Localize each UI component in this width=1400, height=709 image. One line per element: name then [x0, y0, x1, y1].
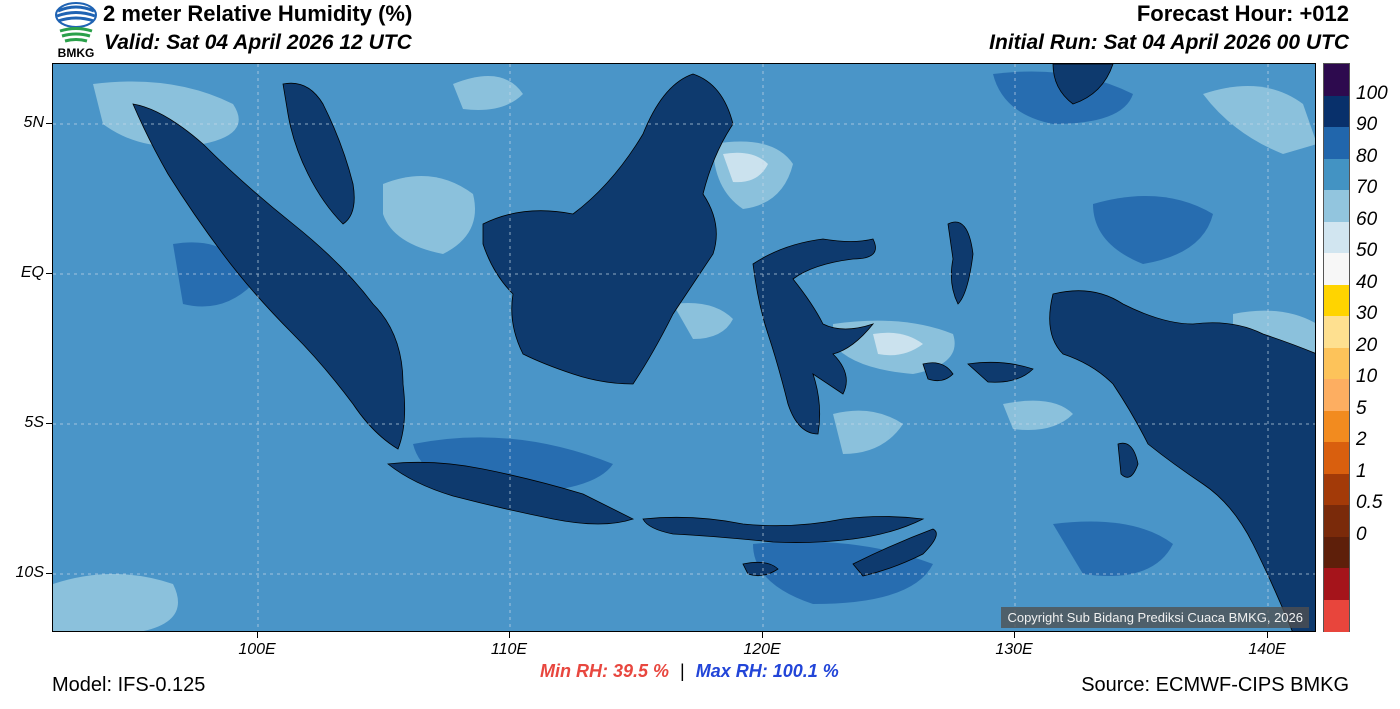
colorbar-label: 70 [1356, 177, 1378, 198]
landmasses [132, 64, 1315, 631]
lon-tick [762, 632, 763, 638]
colorbar-segment [1324, 379, 1349, 411]
colorbar-label: 80 [1356, 145, 1378, 167]
halmahera [947, 221, 974, 305]
colorbar-segment [1324, 536, 1349, 569]
colorbar-segment [1324, 158, 1349, 191]
lat-label-10s: 10S [15, 564, 44, 581]
colorbar-segment [1324, 568, 1349, 600]
source-label: Source: ECMWF-CIPS BMKG [1081, 674, 1349, 696]
colorbar-segment [1324, 221, 1349, 254]
colorbar-label: 100 [1356, 82, 1388, 104]
humidity-map: Copyright Sub Bidang Prediksi Cuaca BMKG… [52, 63, 1316, 632]
lon-tick [1267, 632, 1268, 638]
graticule [53, 64, 1315, 631]
lon-tick [1014, 632, 1015, 638]
colorbar-label: 60 [1356, 208, 1378, 230]
sumatra [132, 103, 406, 450]
lat-tick [46, 273, 52, 274]
lat-tick [46, 123, 52, 124]
lat-label-5n: 5N [23, 114, 44, 131]
buru [922, 362, 954, 382]
colorbar-label: 50 [1356, 240, 1378, 261]
colorbar-segment [1324, 253, 1349, 285]
colorbar-label: 30 [1356, 303, 1378, 324]
colorbar-segment [1324, 64, 1349, 96]
colorbar-segment [1324, 316, 1349, 348]
colorbar-segment [1324, 95, 1349, 128]
colorbar-segment [1324, 127, 1349, 159]
new-guinea [1049, 290, 1315, 631]
aru [1117, 442, 1139, 478]
colorbar-segment [1324, 410, 1349, 443]
sulawesi [752, 238, 876, 435]
colorbar-label: 0.5 [1356, 492, 1383, 513]
colorbar-label: 1 [1356, 460, 1367, 482]
colorbar-segment [1324, 599, 1349, 632]
lon-label-100e: 100E [238, 641, 276, 658]
max-rh: Max RH: 100.1 % [695, 661, 839, 681]
lon-label-130e: 130E [995, 641, 1033, 658]
colorbar-label: 40 [1356, 271, 1378, 293]
colorbar-segment [1324, 442, 1349, 474]
colorbar-segment [1324, 190, 1349, 222]
colorbar-label: 0 [1356, 523, 1367, 545]
colorbar-segment [1324, 284, 1349, 317]
rh-stats: Min RH: 39.5 % | Max RH: 100.1 % [540, 661, 839, 682]
colorbar-label: 90 [1356, 114, 1378, 135]
colorbar-label: 2 [1356, 429, 1367, 450]
lat-tick [46, 573, 52, 574]
lon-label-110e: 110E [490, 641, 528, 658]
lat-label-5s: 5S [24, 414, 44, 431]
colorbar-label: 5 [1356, 397, 1367, 419]
colorbar-segment [1324, 473, 1349, 506]
valid-time: Valid: Sat 04 April 2026 12 UTC [104, 31, 412, 54]
timor [852, 528, 937, 577]
rh-80-patches [173, 71, 1213, 604]
lon-label-140e: 140E [1248, 641, 1286, 658]
colorbar-segment [1324, 347, 1349, 380]
min-rh: Min RH: 39.5 % [540, 661, 670, 681]
borneo [482, 73, 734, 385]
map-title: 2 meter Relative Humidity (%) [103, 1, 413, 26]
mindanao [1052, 64, 1114, 105]
lat-label-eq: EQ [20, 264, 44, 281]
stats-separator: | [680, 661, 685, 681]
lesser-sunda [642, 516, 925, 543]
forecast-hour: Forecast Hour: +012 [1136, 1, 1349, 26]
logo-text: BMKG [58, 46, 95, 59]
colorbar-label: 20 [1356, 334, 1378, 356]
lon-label-120e: 120E [743, 641, 781, 658]
model-label: Model: IFS-0.125 [52, 674, 206, 696]
lon-tick [257, 632, 258, 638]
colorbar [1323, 63, 1350, 632]
sumba [742, 561, 779, 577]
copyright-note: Copyright Sub Bidang Prediksi Cuaca BMKG… [1001, 607, 1309, 628]
colorbar-label: 10 [1356, 366, 1378, 387]
lon-tick [509, 632, 510, 638]
rh-60-patches [723, 152, 923, 356]
seram [967, 361, 1034, 383]
lat-tick [46, 423, 52, 424]
malay-peninsula [282, 82, 355, 225]
initial-run: Initial Run: Sat 04 April 2026 00 UTC [989, 31, 1349, 54]
bmkg-logo: BMKG [52, 1, 100, 60]
colorbar-segment [1324, 505, 1349, 537]
